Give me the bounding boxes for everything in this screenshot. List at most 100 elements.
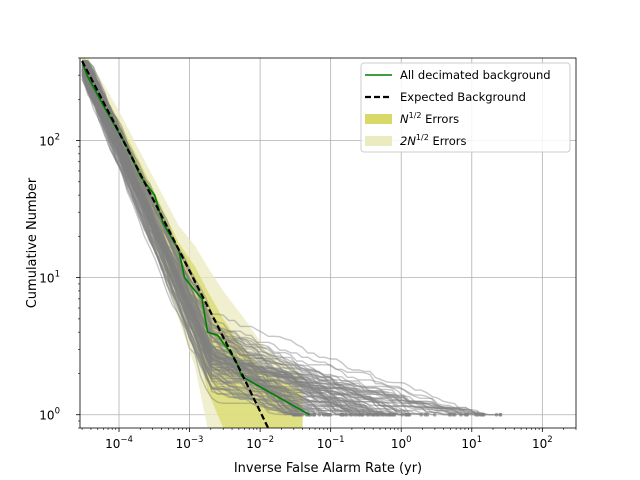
background-trace [81, 78, 501, 416]
background-trace [81, 72, 294, 416]
trace-endpoint [388, 412, 393, 417]
background-trace [81, 75, 477, 416]
y-axis-ticks: 100 101 102 [39, 57, 80, 429]
legend-label-decimated: All decimated background [400, 68, 551, 82]
background-trace [81, 68, 451, 416]
background-trace [81, 69, 390, 416]
x-tick-label: 100 [391, 435, 412, 451]
background-trace [82, 60, 360, 416]
n-half-error-band [82, 58, 303, 428]
background-trace [82, 60, 455, 416]
y-tick-label: 100 [39, 407, 60, 423]
background-trace [81, 65, 497, 416]
background-trace [81, 60, 409, 416]
background-trace [81, 60, 380, 416]
background-trace [81, 78, 311, 416]
y-axis-label: Cumulative Number [25, 177, 40, 308]
background-trace [82, 60, 295, 416]
trace-endpoint [317, 412, 322, 417]
background-trace [81, 64, 406, 416]
background-trace [81, 60, 347, 416]
trace-endpoint [432, 412, 437, 417]
trace-endpoint [328, 412, 333, 417]
trace-endpoint [451, 412, 456, 417]
x-axis-ticks: 10−4 10−3 10−2 10−1 100 101 102 [81, 428, 577, 451]
background-trace [81, 70, 295, 416]
background-trace [81, 60, 407, 416]
background-trace [81, 74, 363, 416]
background-trace [81, 63, 294, 416]
background-trace [82, 60, 363, 416]
background-trace [81, 61, 468, 416]
trace-endpoint [312, 412, 317, 417]
background-trace [81, 65, 325, 416]
background-trace [81, 68, 295, 416]
background-trace [81, 70, 346, 416]
background-trace [81, 70, 295, 416]
legend-label-err1: N1/2 Errors [400, 111, 459, 126]
trace-endpoint [357, 412, 361, 417]
background-trace [81, 71, 315, 416]
background-trace [81, 67, 297, 416]
background-trace [81, 65, 356, 416]
y-tick-label: 102 [39, 133, 60, 149]
background-trace [81, 70, 315, 415]
background-trace [81, 60, 422, 415]
legend-label-err2: 2N1/2 Errors [400, 133, 466, 148]
background-trace [81, 68, 300, 416]
background-trace [81, 63, 311, 416]
background-trace [81, 74, 298, 416]
legend-box [360, 62, 571, 153]
background-trace [81, 60, 501, 416]
background-trace [81, 60, 368, 416]
background-trace [82, 60, 378, 416]
background-trace [81, 73, 369, 416]
trace-endpoint [498, 412, 502, 417]
background-trace [81, 72, 462, 415]
x-tick-label: 10−4 [105, 435, 133, 451]
background-trace [81, 60, 468, 416]
background-trace [81, 75, 395, 416]
x-tick-label: 101 [461, 435, 482, 451]
background-trace [81, 60, 426, 416]
background-trace [81, 68, 329, 416]
background-trace [81, 74, 297, 416]
background-trace [81, 60, 386, 416]
expected-background-line [81, 60, 270, 428]
trace-endpoint [298, 412, 303, 417]
x-tick-label: 10−3 [176, 435, 204, 451]
background-trace [81, 60, 482, 416]
background-trace [81, 63, 373, 415]
background-trace [81, 60, 342, 416]
trace-endpoint [465, 412, 469, 417]
background-trace [81, 65, 299, 416]
background-trace [81, 60, 374, 416]
background-trace [81, 60, 410, 416]
legend-swatch-err1 [365, 114, 392, 124]
background-trace [81, 70, 476, 416]
background-trace [81, 68, 466, 416]
background-trace [81, 60, 428, 416]
background-trace [81, 73, 390, 416]
x-tick-label: 10−1 [317, 435, 345, 451]
trace-endpoint [381, 412, 385, 417]
background-trace [81, 60, 309, 416]
background-trace [81, 62, 342, 416]
background-trace [82, 60, 309, 416]
two-n-half-error-band [82, 58, 303, 428]
background-trace [81, 73, 384, 416]
background-trace [81, 60, 316, 415]
x-axis-label: Inverse False Alarm Rate (yr) [234, 461, 422, 476]
error-bands [82, 58, 303, 428]
trace-endpoint [400, 412, 404, 417]
background-trace [81, 60, 454, 416]
legend-label-expected: Expected Background [400, 90, 526, 104]
plot-frame [79, 57, 577, 429]
background-trace [81, 77, 311, 415]
background-trace [81, 71, 383, 416]
background-trace [81, 61, 332, 416]
background-trace [81, 65, 327, 416]
trace-endpoint [345, 412, 349, 417]
background-trace [81, 65, 435, 416]
